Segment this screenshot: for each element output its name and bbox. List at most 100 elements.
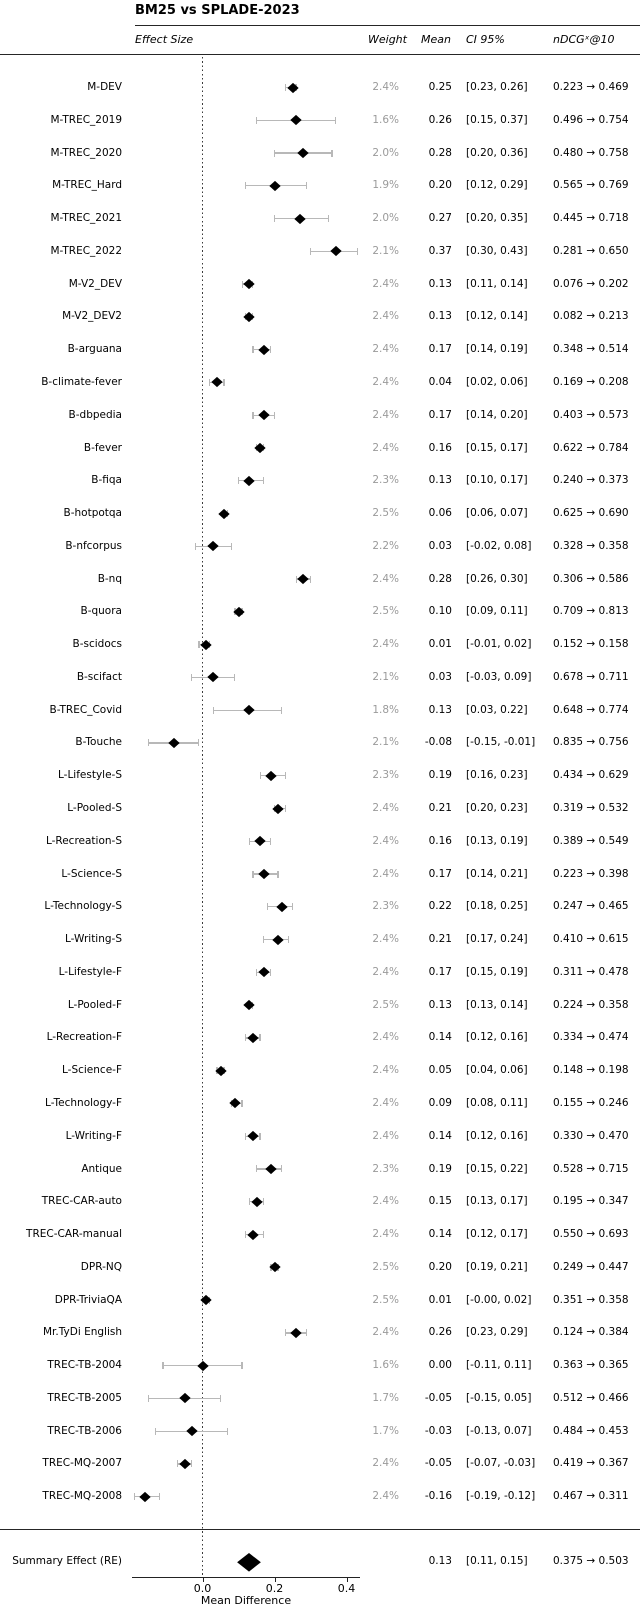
forest-row: B-arguana 2.4% 0.17 [0.14, 0.19] 0.348 → 0.5…	[0, 333, 640, 366]
row-ndcg: 0.835 → 0.756	[553, 736, 629, 749]
forest-row: DPR-TriviaQA 2.5% 0.01 [-0.00, 0.02] 0.351 →…	[0, 1284, 640, 1317]
row-ndcg: 0.169 → 0.208	[553, 375, 629, 388]
row-mean: 0.19	[428, 769, 452, 782]
forest-row: B-dbpedia 2.4% 0.17 [0.14, 0.20] 0.403 → 0.5…	[0, 399, 640, 432]
row-ci: [-0.11, 0.11]	[466, 1359, 532, 1372]
row-label: M-V2_DEV	[68, 277, 122, 290]
row-weight: 2.1%	[372, 244, 399, 257]
row-ci: [0.08, 0.11]	[466, 1096, 528, 1109]
row-ndcg: 0.240 → 0.373	[553, 474, 629, 487]
forest-row: B-fever 2.4% 0.16 [0.15, 0.17] 0.622 → 0.784	[0, 432, 640, 465]
row-weight: 1.6%	[372, 1359, 399, 1372]
column-header-ci: CI 95%	[466, 33, 505, 46]
row-ci: [-0.19, -0.12]	[466, 1490, 536, 1503]
forest-row: TREC-TB-2005 1.7% -0.05 [-0.15, 0.05] 0.512 …	[0, 1382, 640, 1415]
row-ci: [0.23, 0.26]	[466, 81, 528, 93]
row-weight: 1.8%	[372, 703, 399, 716]
row-label: TREC-CAR-manual	[26, 1228, 122, 1241]
row-ci: [0.12, 0.14]	[466, 310, 528, 323]
summary-ndcg: 0.375 → 0.503	[553, 1555, 629, 1567]
row-weight: 2.4%	[372, 375, 399, 388]
row-ndcg: 0.247 → 0.465	[553, 900, 629, 913]
forest-row: B-nfcorpus 2.2% 0.03 [-0.02, 0.08] 0.328 → 0…	[0, 530, 640, 563]
row-weight: 2.2%	[372, 539, 399, 552]
row-weight: 2.5%	[372, 1260, 399, 1273]
row-mean: 0.00	[428, 1359, 452, 1372]
row-ndcg: 0.334 → 0.474	[553, 1031, 629, 1044]
row-ndcg: 0.281 → 0.650	[553, 244, 629, 257]
effect-diamond	[258, 967, 270, 978]
row-label: L-Pooled-F	[67, 998, 122, 1011]
row-ndcg: 0.328 → 0.358	[553, 539, 629, 552]
row-ndcg: 0.330 → 0.470	[553, 1129, 629, 1142]
x-axis-tick	[346, 1578, 348, 1582]
row-ndcg: 0.419 → 0.367	[553, 1457, 629, 1470]
effect-diamond	[294, 213, 306, 224]
forest-row: M-TREC_2021 2.0% 0.27 [0.20, 0.35] 0.445 → 0…	[0, 202, 640, 235]
row-ndcg: 0.565 → 0.769	[553, 179, 629, 192]
row-weight: 2.4%	[372, 834, 399, 847]
effect-diamond	[139, 1491, 151, 1502]
row-mean: 0.28	[428, 146, 452, 159]
row-weight: 1.9%	[372, 179, 399, 192]
x-axis-line	[132, 1577, 360, 1579]
effect-diamond	[196, 1360, 209, 1371]
summary-ci: [0.11, 0.15]	[466, 1555, 528, 1567]
forest-row: L-Writing-S 2.4% 0.21 [0.17, 0.24] 0.410 → 0…	[0, 923, 640, 956]
row-weight: 2.4%	[372, 1326, 399, 1339]
row-label: M-TREC_2021	[50, 212, 122, 225]
row-ci: [-0.07, -0.03]	[466, 1457, 536, 1470]
zero-reference-line	[202, 57, 203, 1577]
header-separator-line	[0, 54, 640, 56]
row-ndcg: 0.124 → 0.384	[553, 1326, 629, 1339]
forest-row: TREC-TB-2004 1.6% 0.00 [-0.11, 0.11] 0.363 →…	[0, 1349, 640, 1382]
row-ndcg: 0.155 → 0.246	[553, 1096, 629, 1109]
row-mean: 0.13	[428, 998, 452, 1011]
effect-diamond	[229, 1098, 241, 1109]
row-mean: 0.17	[428, 867, 452, 880]
row-label: L-Lifestyle-F	[58, 965, 122, 978]
effect-diamond	[186, 1426, 198, 1437]
row-label: B-climate-fever	[41, 375, 122, 388]
row-weight: 2.4%	[372, 441, 399, 454]
row-ndcg: 0.496 → 0.754	[553, 113, 629, 126]
row-ci: [0.14, 0.21]	[466, 867, 528, 880]
row-label: M-DEV	[87, 81, 122, 93]
row-label: L-Technology-S	[44, 900, 122, 913]
row-ndcg: 0.195 → 0.347	[553, 1195, 629, 1208]
row-weight: 2.4%	[372, 867, 399, 880]
row-mean: 0.26	[428, 1326, 452, 1339]
row-weight: 2.4%	[372, 933, 399, 946]
row-ci: [0.20, 0.23]	[466, 802, 528, 814]
row-weight: 2.4%	[372, 802, 399, 814]
forest-row: TREC-CAR-manual 2.4% 0.14 [0.12, 0.17] 0.550…	[0, 1218, 640, 1251]
row-weight: 2.0%	[372, 212, 399, 225]
row-mean: 0.15	[428, 1195, 452, 1208]
row-mean: 0.16	[428, 834, 452, 847]
row-ci: [-0.02, 0.08]	[466, 539, 532, 552]
row-ci: [-0.00, 0.02]	[466, 1293, 532, 1306]
row-mean: 0.10	[428, 605, 452, 618]
row-ci: [0.12, 0.17]	[466, 1228, 528, 1241]
forest-row: L-Technology-F 2.4% 0.09 [0.08, 0.11] 0.155 …	[0, 1087, 640, 1120]
row-label: TREC-MQ-2008	[42, 1490, 122, 1503]
row-mean: 0.05	[428, 1064, 452, 1077]
row-weight: 2.5%	[372, 998, 399, 1011]
row-weight: 2.4%	[372, 1228, 399, 1241]
forest-row: M-DEV 2.4% 0.25 [0.23, 0.26] 0.223 → 0.469	[0, 71, 640, 104]
row-weight: 2.4%	[372, 1195, 399, 1208]
row-ci: [0.19, 0.21]	[466, 1260, 528, 1273]
row-ndcg: 0.648 → 0.774	[553, 703, 629, 716]
row-ci: [0.10, 0.17]	[466, 474, 528, 487]
row-ndcg: 0.148 → 0.198	[553, 1064, 629, 1077]
row-ndcg: 0.480 → 0.758	[553, 146, 629, 159]
row-label: B-fever	[83, 441, 122, 454]
row-weight: 2.5%	[372, 507, 399, 520]
row-ci: [0.26, 0.30]	[466, 572, 528, 585]
row-weight: 2.4%	[372, 1096, 399, 1109]
row-ndcg: 0.528 → 0.715	[553, 1162, 629, 1175]
row-mean: 0.17	[428, 408, 452, 421]
row-ndcg: 0.484 → 0.453	[553, 1424, 629, 1437]
row-ndcg: 0.223 → 0.398	[553, 867, 629, 880]
effect-diamond	[268, 180, 281, 191]
